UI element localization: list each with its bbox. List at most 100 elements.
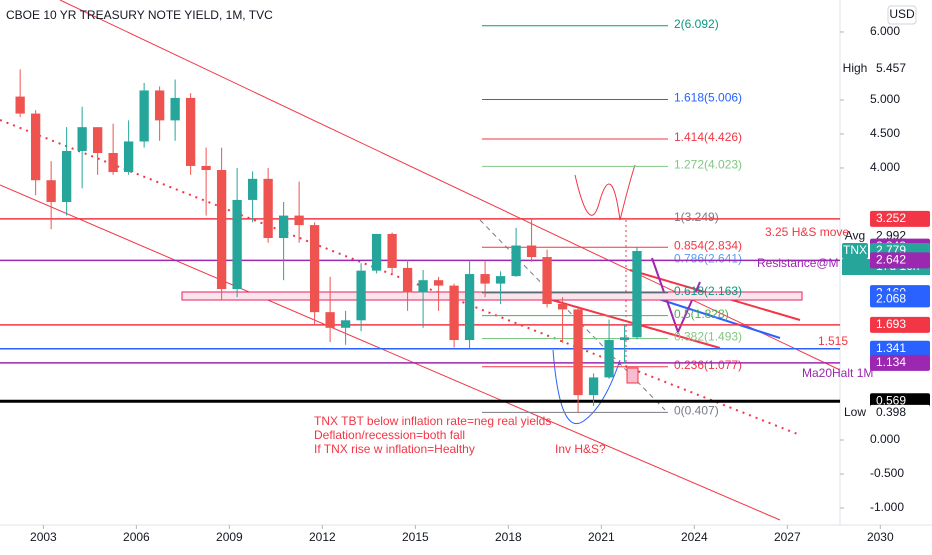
price-badge <box>870 60 930 77</box>
price-badge <box>870 340 930 357</box>
annotation: Inv H&S? <box>555 442 606 456</box>
channel-bottom <box>0 184 781 521</box>
annotation: 3.25 H&S move <box>765 225 849 239</box>
candle-body <box>61 150 72 202</box>
tag-label: Avg <box>845 229 865 243</box>
candle-body <box>108 153 118 173</box>
currency-box <box>887 5 917 25</box>
trend-lines <box>0 0 841 521</box>
x-tick-label: 2015 <box>402 530 429 544</box>
fib-label: 0.382(1.493) <box>674 330 742 344</box>
fib-label: 0.786(2.641) <box>674 252 742 266</box>
currency: USD <box>889 7 915 21</box>
tag-badge <box>842 60 868 77</box>
price-badge <box>870 210 930 227</box>
candle-body <box>247 178 258 200</box>
fib-label: 1.414(4.426) <box>674 130 742 144</box>
annotation: Resistance@M <box>757 256 839 270</box>
candle-body <box>232 199 242 290</box>
fib-label: 1.272(4.023) <box>674 158 742 172</box>
price-badge-label: 1.693 <box>876 317 906 331</box>
price-badge <box>870 291 930 308</box>
candle-body <box>201 165 211 171</box>
price-badge-label: 1.341 <box>876 341 906 355</box>
channel-top <box>59 0 841 371</box>
candle-body <box>294 215 304 226</box>
candle-body <box>15 96 25 114</box>
inv-hs-arc <box>552 349 621 425</box>
price-badge-label: 2.068 <box>876 292 906 306</box>
candle-body <box>480 274 490 284</box>
price-badge <box>870 252 930 269</box>
candle-body <box>77 127 87 151</box>
candle-body <box>170 97 180 121</box>
candle-body <box>92 127 103 154</box>
y-tick-label: 6.000 <box>870 24 900 38</box>
w-pattern <box>574 164 636 221</box>
chart-title: CBOE 10 YR TREASURY NOTE YIELD, 1M, TVC <box>6 8 273 22</box>
candle-body <box>30 113 41 181</box>
y-tick-label: 0.000 <box>870 432 900 446</box>
price-badge-label: 0.569 <box>876 393 906 407</box>
tag-badge <box>842 243 868 260</box>
candle-body <box>526 245 537 258</box>
fib-label: 2(6.092) <box>674 17 719 31</box>
tag-label: High <box>843 61 868 75</box>
candle-body <box>542 257 552 304</box>
candle-body <box>278 215 289 239</box>
candle-body <box>356 270 366 321</box>
tag-label: Low <box>844 405 866 419</box>
tag-badge <box>842 404 868 421</box>
candle-body <box>387 233 397 268</box>
candle-body <box>402 267 413 293</box>
x-tick-label: 2024 <box>681 530 708 544</box>
candle-body <box>433 280 444 286</box>
price-badge-label: 1.134 <box>876 355 906 369</box>
candle-body <box>632 251 642 338</box>
candle-body <box>604 340 614 378</box>
candle-body <box>340 320 351 328</box>
candle-body <box>139 90 149 142</box>
candle-body <box>371 233 382 271</box>
x-tick-label: 2012 <box>309 530 336 544</box>
fib-label: 1.618(5.006) <box>674 91 742 105</box>
candle-body <box>557 303 568 310</box>
candle-body <box>46 180 56 202</box>
annotation: 1.515 <box>818 334 848 348</box>
price-badge-label: 5.457 <box>876 61 906 75</box>
y-tick-label: 4.500 <box>870 126 900 140</box>
fib-label: 0.618(2.163) <box>674 284 742 298</box>
price-badge-label: 0.398 <box>876 405 906 419</box>
marker-box <box>626 367 639 384</box>
candle-body <box>573 309 583 396</box>
x-tick-label: 2006 <box>123 530 150 544</box>
candle-body <box>325 312 335 328</box>
tag-badge <box>842 228 868 245</box>
x-tick-label: 2018 <box>495 530 522 544</box>
price-badge <box>870 404 930 421</box>
candle-body <box>464 274 475 341</box>
candle-body <box>511 245 521 277</box>
x-tick-label: 2003 <box>30 530 57 544</box>
annotation: If TNX rise w inflation=Healthy <box>314 442 475 456</box>
candle-body <box>449 285 459 341</box>
fib-label: 0(0.407) <box>674 403 719 417</box>
x-tick-label: 2030 <box>867 530 894 544</box>
price-badge-label: 3.252 <box>876 211 906 225</box>
fib-label: 0.236(1.077) <box>674 358 742 372</box>
candle-body <box>588 377 599 396</box>
price-badge <box>870 316 930 333</box>
y-tick-label: -1.000 <box>870 500 904 514</box>
annotation: TNX TBT below inflation rate=neg real yi… <box>314 414 551 428</box>
fib-label: 1(3.249) <box>674 210 719 224</box>
zone-box <box>181 291 803 301</box>
price-badge-label: 2.642 <box>876 252 906 266</box>
annotation: Ma20Halt 1M <box>802 366 873 380</box>
candle-body <box>263 178 273 239</box>
price-badge <box>870 354 930 371</box>
candle-body <box>418 280 428 293</box>
candle-body <box>309 225 320 313</box>
tag-label: TNX <box>843 243 867 257</box>
